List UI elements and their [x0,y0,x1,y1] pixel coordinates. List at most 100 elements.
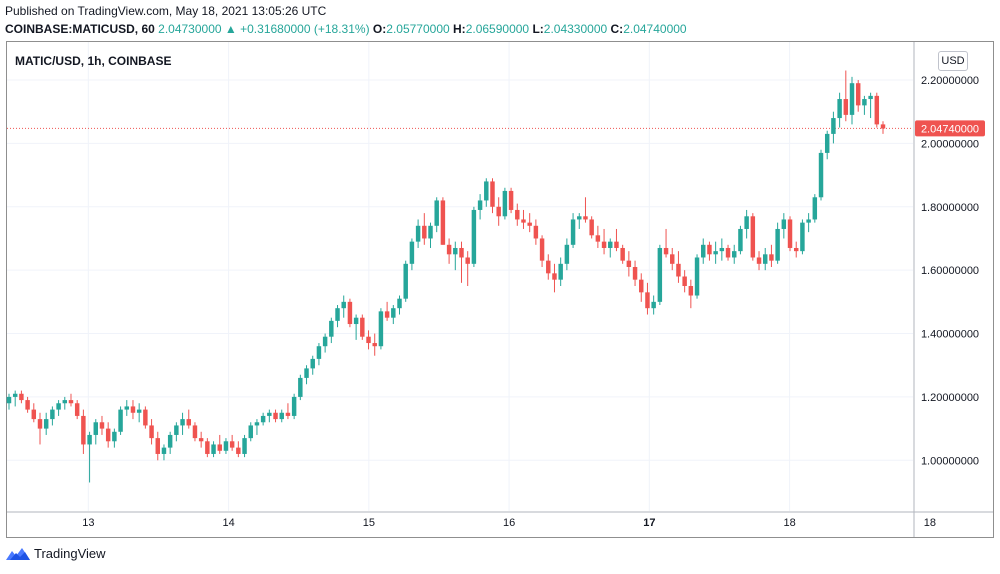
candle [217,434,222,454]
candle [415,219,421,248]
candle-body [341,301,346,309]
candle [155,431,160,461]
candle [744,209,749,239]
candle [583,197,588,223]
candle [874,92,880,128]
candle [205,438,210,458]
candle-body [787,219,793,248]
candle-body [25,400,30,410]
candle-body [639,279,644,293]
candle [304,365,309,385]
candle-body [310,358,315,369]
candle [397,295,402,315]
candle [570,213,576,248]
quote-low-value: 2.04330000 [543,22,608,36]
candle [738,225,743,255]
candle [329,317,334,344]
candle-body [793,247,799,252]
candle [787,216,793,252]
candle-body [775,228,780,261]
candle-body [577,216,582,220]
candle-body [564,244,570,264]
candle [211,441,216,458]
chart-symbol-label: MATIC/USD, 1h, COINBASE [15,54,172,68]
time-axis[interactable]: 13 14 15 16 17 18 18 [82,517,936,529]
y-tick-label: 1.60000000 [921,265,979,277]
candle [577,213,582,229]
candle-body [279,412,284,420]
candle-body [335,308,340,321]
candle [25,396,30,413]
candle [651,295,656,315]
candle [74,400,80,420]
candle-body [347,301,353,325]
candle [453,241,458,271]
candle-body [112,431,117,442]
candle [422,213,427,245]
candle [471,206,477,267]
candle [192,422,198,442]
candle-body [515,209,520,220]
candle [12,390,18,407]
candle-body [167,434,173,448]
candle [800,219,805,255]
candle-body [298,377,303,397]
grid-lines [7,42,913,511]
candle-body [614,241,619,248]
candle-body [81,415,86,445]
candle [719,238,725,261]
published-caption: Published on TradingView.com, May 18, 20… [5,4,327,18]
candle-body [620,247,625,261]
candle [378,308,384,350]
candle-body [99,422,105,429]
y-tick-label: 1.20000000 [921,392,979,404]
candle-body [360,317,365,337]
candle-body [552,273,557,280]
candle [273,409,278,423]
candle-body [329,320,334,337]
candle-body [769,254,774,261]
candle-body [397,298,402,309]
candle [515,203,520,226]
candle [862,95,867,115]
candle-body [285,412,291,416]
candle-body [453,247,458,255]
candle-body [657,247,663,302]
candle [713,241,718,264]
quote-change: +0.31680000 (+18.31%) [240,22,370,36]
quote-up-arrow-icon: ▲ [224,22,237,36]
candle [521,209,526,229]
candle [360,314,365,340]
currency-button[interactable]: USD [938,51,968,71]
candle [645,282,650,315]
candle-body [384,311,390,318]
candle [484,178,489,207]
price-axis[interactable]: 1.00000000 1.20000000 1.40000000 1.60000000… [921,75,979,467]
candle-body [521,219,526,223]
y-tick-label: 1.80000000 [921,202,979,214]
candle-body [198,438,204,442]
candle-body [843,99,849,115]
candle [391,305,396,325]
y-tick-label: 2.20000000 [921,75,979,87]
candle [564,238,570,271]
candle-body [428,225,433,239]
candle [81,409,86,454]
candle-body [651,301,656,309]
candle [707,241,712,261]
quote-symbol: COINBASE:MATICUSD, 60 [5,22,155,36]
candle-body [50,409,55,420]
quote-high-value: 2.06590000 [465,22,530,36]
candle-body [502,190,508,217]
candle [6,393,12,410]
candle [50,406,55,426]
quote-high-label: H: [453,22,466,36]
candle [694,254,700,299]
candle-body [570,219,576,245]
candle [732,244,737,264]
candle [756,251,762,271]
candle-body [484,181,489,201]
candle-body [688,286,694,296]
current-price-tag: 2.04740000 [915,120,985,137]
